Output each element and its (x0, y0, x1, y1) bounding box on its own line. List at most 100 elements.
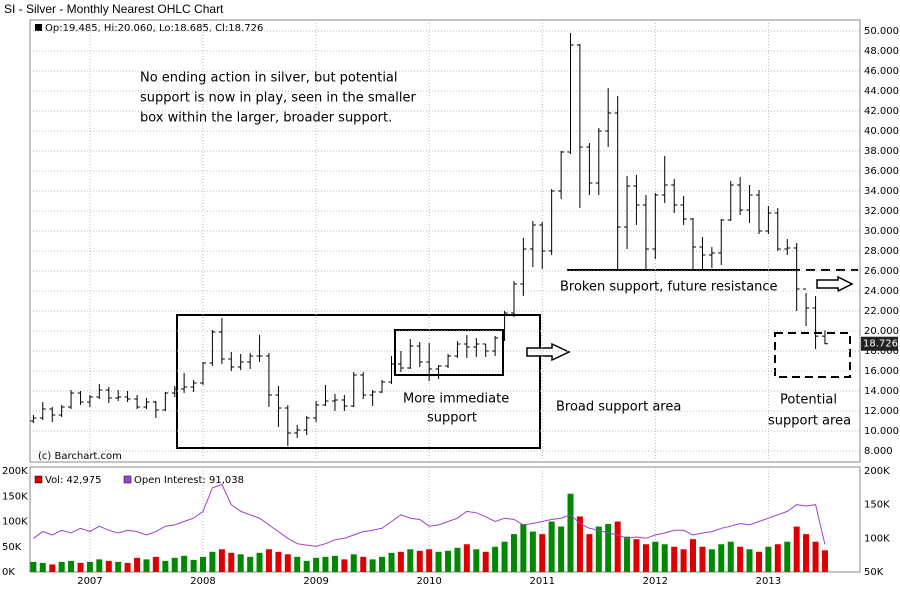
volume-bar (718, 544, 725, 572)
y2-tick-label: 150K (864, 500, 890, 511)
volume-bar (765, 546, 772, 572)
volume-bar (445, 550, 452, 572)
y-tick-label: 48.000 (864, 46, 899, 57)
oi-line (33, 483, 826, 547)
y-tick-label: 0K (2, 567, 15, 578)
volume-bar (661, 544, 668, 572)
volume-bar (313, 557, 320, 572)
immediate-support-box (394, 329, 504, 376)
legend-label: Vol: 42,975 (45, 475, 102, 486)
chart-title: SI - Silver - Monthly Nearest OHLC Chart (4, 2, 224, 16)
y-tick-label: 14.000 (864, 386, 899, 397)
volume-bar (737, 546, 744, 572)
y-tick-label: 24.000 (864, 286, 899, 297)
volume-bar (143, 559, 150, 572)
volume-bar (218, 549, 225, 572)
annotation: More immediate (403, 392, 509, 407)
volume-bar (576, 516, 583, 572)
volume-bar (331, 555, 338, 572)
volume-bar (360, 556, 367, 572)
volume-bar (463, 544, 470, 572)
volume-bar (473, 549, 480, 572)
x-tick-label: 2012 (643, 576, 668, 587)
volume-bar (350, 554, 357, 572)
copyright: (c) Barchart.com (38, 451, 122, 462)
volume-bar (284, 554, 291, 572)
volume-bar (595, 526, 602, 572)
volume-bar (105, 560, 112, 572)
volume-bar (209, 551, 216, 572)
y-tick-label: 30.000 (864, 226, 899, 237)
volume-bar (756, 551, 763, 572)
volume-bar (303, 560, 310, 572)
volume-bar (379, 556, 386, 572)
volume-bar (454, 547, 461, 572)
volume-bar (294, 556, 301, 572)
y-tick-label: 10.000 (864, 426, 899, 437)
y-tick-label: 18.000 (864, 346, 899, 357)
y-tick-label: 12.000 (864, 406, 899, 417)
volume-bar (435, 551, 442, 572)
volume-bar (501, 541, 508, 572)
volume-bar (605, 524, 612, 572)
annotation: No ending action in silver, but potentia… (140, 71, 398, 86)
volume-bar (624, 536, 631, 572)
volume-bar (586, 534, 593, 572)
volume-bar (171, 557, 178, 572)
y-tick-label: 38.000 (864, 146, 899, 157)
volume-bar (247, 556, 254, 572)
volume-bar (416, 550, 423, 572)
last-price-box (861, 336, 898, 351)
volume-bar (49, 564, 56, 572)
y-tick-label: 8.000 (864, 446, 893, 457)
x-tick-label: 2008 (190, 576, 215, 587)
volume-bar (162, 560, 169, 572)
volume-bar (774, 544, 781, 572)
volume-bar (793, 526, 800, 572)
volume-bar (181, 555, 188, 572)
volume-bar (529, 531, 536, 572)
volume-bar (784, 541, 791, 572)
volume-bar (539, 534, 546, 572)
legend-label: Open Interest: 91,038 (134, 475, 244, 486)
y-tick-label: 40.000 (864, 126, 899, 137)
annotation: Broad support area (556, 400, 681, 415)
y-tick-label: 36.000 (864, 166, 899, 177)
last-price-label: 18.726 (863, 339, 898, 350)
volume-panel (29, 466, 861, 573)
y-tick-label: 50.000 (864, 26, 899, 37)
volume-bar (652, 541, 659, 572)
volume-bar (633, 539, 640, 572)
volume-bar (265, 549, 272, 572)
volume-bar (39, 562, 46, 572)
volume-bar (520, 524, 527, 572)
volume-bar (680, 549, 687, 572)
volume-bar (426, 549, 433, 572)
volume-bar (482, 551, 489, 572)
volume-bar (812, 541, 819, 572)
y-tick-label: 28.000 (864, 246, 899, 257)
volume-bar (124, 562, 131, 572)
volume-bar (699, 546, 706, 572)
x-tick-label: 2010 (416, 576, 441, 587)
volume-bar (152, 556, 159, 572)
volume-bar (548, 521, 555, 572)
annotation: Broken support, future resistance (560, 280, 778, 295)
volume-bar (614, 521, 621, 572)
y-tick-label: 20.000 (864, 326, 899, 337)
volume-bar (237, 554, 244, 572)
volume-bar (77, 562, 84, 572)
legend-swatch (123, 475, 132, 484)
volume-bar (275, 551, 282, 572)
volume-bar (115, 561, 122, 572)
y-tick-label: 42.000 (864, 106, 899, 117)
arrow (816, 275, 854, 293)
broad-support-box (176, 314, 541, 449)
volume-bar (510, 534, 517, 572)
header-swatch (35, 24, 42, 31)
price-panel (29, 19, 861, 463)
volume-bar (228, 552, 235, 572)
volume-bar (322, 556, 329, 572)
